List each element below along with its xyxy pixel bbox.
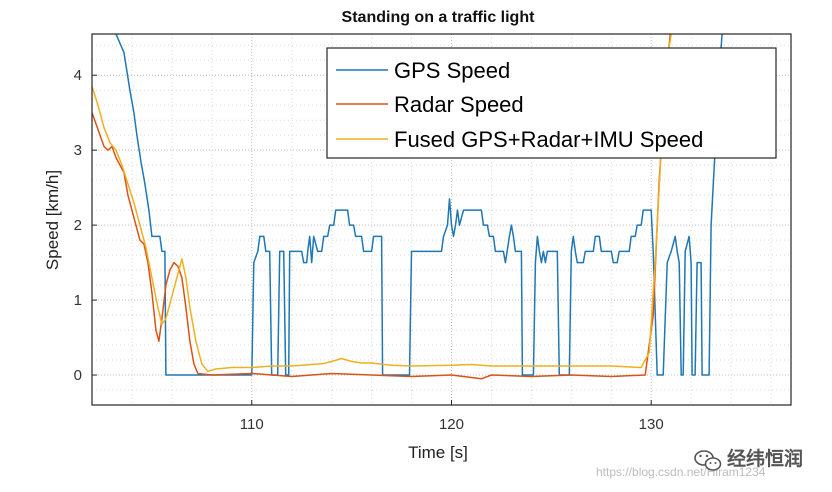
- legend-label-gps: GPS Speed: [394, 58, 510, 83]
- chart-title: Standing on a traffic light: [342, 9, 536, 26]
- y-axis-label: Speed [km/h]: [43, 170, 62, 270]
- watermark-brand: 经纬恒润: [727, 447, 803, 470]
- x-tick-label: 130: [639, 416, 664, 433]
- watermark-url: https://blog.csdn.net/Hiram1234: [596, 465, 766, 479]
- y-tick-label: 4: [74, 67, 82, 84]
- legend: GPS Speed Radar Speed Fused GPS+Radar+IM…: [326, 47, 777, 159]
- y-tick-label: 0: [74, 367, 82, 384]
- series-layer: [92, 34, 723, 380]
- x-axis-label: Time [s]: [408, 443, 468, 462]
- x-tick-label: 120: [439, 416, 464, 433]
- x-tick-label: 110: [240, 416, 264, 433]
- legend-box: [326, 47, 777, 159]
- y-tick-label: 2: [74, 217, 82, 234]
- axes-box: [91, 33, 792, 406]
- y-tick-label: 1: [74, 292, 82, 309]
- y-tick-label: 3: [74, 142, 82, 159]
- series-line-radar-speed: [92, 34, 671, 380]
- series-line-fused-speed: [92, 34, 672, 373]
- wechat-icon: [694, 450, 722, 471]
- ticks: 110 120 130 0 1 2 3 4: [74, 67, 664, 433]
- legend-label-fused: Fused GPS+Radar+IMU Speed: [394, 127, 703, 152]
- legend-label-radar: Radar Speed: [394, 92, 524, 117]
